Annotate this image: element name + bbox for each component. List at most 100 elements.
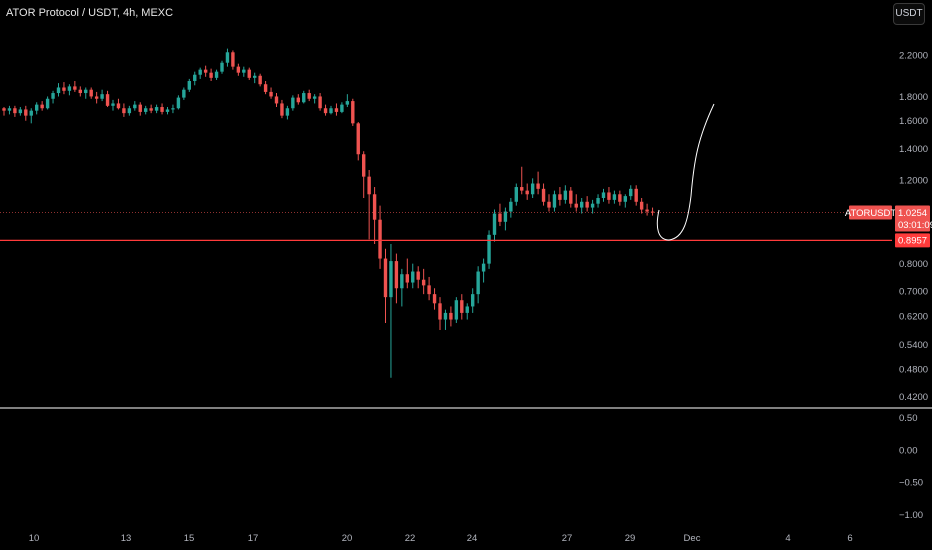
candle-down [62,87,66,91]
candle-up [154,107,159,111]
candle-down [247,69,251,78]
candle-down [209,72,213,78]
candle-up [481,263,486,272]
candle-up [253,75,257,78]
candle-down [269,91,273,97]
candle-up [454,300,459,320]
candle-up [596,197,600,204]
candle-up [503,211,508,222]
candle-up [144,108,148,112]
lines-layer [0,103,932,409]
price-axis-tick: 0.7000 [899,287,928,298]
price-axis-tick: 0.5400 [899,340,928,351]
candle-down [94,96,99,99]
candle-up [487,234,491,264]
candle-down [498,213,502,222]
candle-down [372,194,377,220]
symbol-tag-label: ATORUSDT [845,208,897,219]
time-axis-tick: 20 [342,533,353,544]
last-price-tag [895,205,930,232]
candle-down [203,69,208,73]
candle-down [362,154,366,177]
candle-up [176,97,181,109]
price-axis-tick: 0.6200 [899,312,928,323]
candle-up [601,192,606,198]
candle-down [78,89,82,94]
projection-drawing[interactable] [656,103,715,241]
candle-up [29,110,33,116]
candle-up [242,69,246,73]
candle-down [231,52,235,67]
candle-up [411,271,415,283]
candle-down [351,101,355,124]
candle-up [345,101,350,105]
last-price-value: 1.0254 [898,208,927,219]
candle-down [318,96,322,109]
candle-up [471,294,475,307]
time-axis[interactable]: 10 13 15 17 20 22 24 27 29 Dec 4 6 [29,533,853,544]
candle-down [160,107,164,112]
candle-down [438,303,442,320]
candle-down [356,123,360,155]
candle-down [634,188,638,202]
symbol-tag [849,205,892,220]
oscillator-axis-tick: −1.00 [899,510,923,521]
candle-up [171,108,175,110]
candle-down [449,312,453,320]
candle-up [291,97,295,109]
candle-down [24,109,28,116]
candle-down [536,183,540,189]
candle-up [400,274,404,289]
time-axis-tick: 13 [121,533,132,544]
candle-up [56,87,61,94]
time-axis-tick: Dec [684,533,701,544]
candle-up [127,108,132,114]
price-axis[interactable]: 2.2000 1.8000 1.6000 1.4000 1.2000 0.8000 0.70… [899,51,928,521]
candle-up [340,104,344,112]
candle-up [84,89,88,94]
price-axis-tick: 1.8000 [899,92,928,103]
time-axis-tick: 15 [184,533,195,544]
candle-down [416,271,420,280]
candle-down [258,75,262,85]
candle-up [329,108,333,114]
candle-up [590,203,595,208]
candle-down [334,108,339,112]
time-axis-tick: 6 [847,533,852,544]
candle-up [51,93,55,99]
candle-up [492,213,497,235]
time-axis-tick: 24 [467,533,478,544]
price-axis-tick: 0.8000 [899,259,928,270]
oscillator-axis-tick: 0.00 [899,445,918,456]
candle-down [13,108,17,114]
candle-up [476,271,480,295]
candle-down [149,108,153,111]
price-axis-tick: 1.6000 [899,116,928,127]
candle-up [623,196,627,202]
candle-down [639,201,644,210]
candle-down [323,108,328,114]
candle-up [193,74,197,82]
price-axis-tick: 1.2000 [899,176,928,187]
candle-up [18,109,23,114]
candle-up [225,52,230,63]
candle-up [45,98,50,109]
price-axis-tick: 0.4800 [899,364,928,375]
candle-up [111,103,115,106]
candle-down [40,104,44,109]
candle-down [394,261,399,289]
candle-down [378,219,382,259]
candle-down [405,274,409,283]
currency-button[interactable]: USDT [893,3,925,25]
candle-up [35,104,39,111]
candle-up [100,94,104,99]
candle-up [285,108,290,116]
candle-up [530,183,535,195]
candle-down [73,86,77,90]
candle-up [552,194,557,208]
time-axis-tick: 27 [562,533,573,544]
candle-up [214,71,219,78]
candle-down [263,84,268,92]
